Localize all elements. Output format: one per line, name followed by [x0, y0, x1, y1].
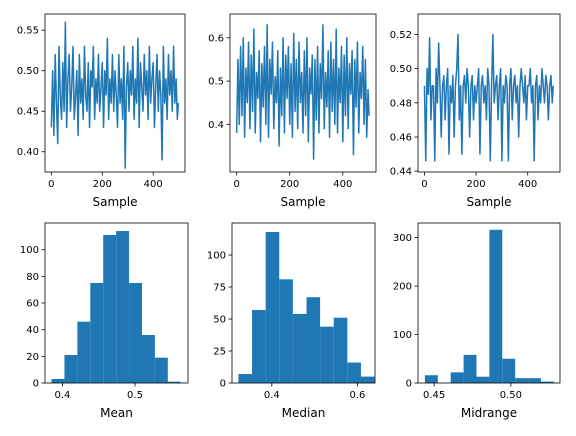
hist-median-ytick-label: 25: [213, 347, 226, 358]
hist-midrange-bar: [502, 358, 516, 383]
trace-midrange-ytick-label: 0.52: [390, 30, 412, 41]
trace-midrange-xtick-label: 400: [518, 179, 537, 190]
hist-median-bar: [265, 231, 280, 383]
hist-mean-bar: [103, 235, 117, 383]
hist-midrange-xlabel: Midrange: [461, 406, 517, 420]
trace-mean-axes-frame: [44, 13, 186, 173]
hist-median-ytick-label: 75: [213, 283, 226, 294]
hist-median-bar: [320, 326, 334, 383]
hist-median-xtick-label: 0.4: [264, 390, 280, 401]
hist-midrange-bar: [540, 381, 554, 383]
trace-midrange-xtick-label: 0: [421, 179, 427, 190]
trace-median-series-line: [235, 24, 370, 160]
hist-median-bar: [252, 310, 266, 383]
trace-mean-ytick-label: 0.45: [17, 107, 39, 118]
hist-midrange-ytick-label: 300: [393, 233, 412, 244]
hist-median-bar: [279, 279, 293, 383]
hist-median-bar: [292, 313, 307, 383]
hist-median-bar: [306, 297, 321, 383]
trace-median-xlabel: Sample: [281, 195, 326, 209]
hist-median-bar: [238, 374, 253, 383]
hist-mean-ytick-label: 20: [26, 352, 39, 363]
hist-mean-panel: 0.4 0.5 0 20 40 60 80 100 Mean: [20, 222, 189, 420]
trace-median-xtick-label: 400: [333, 179, 352, 190]
hist-mean-bar: [116, 231, 130, 383]
hist-median-xtick-label: 0.6: [349, 390, 365, 401]
trace-median-axes-frame: [229, 13, 377, 173]
hist-median-ytick-label: 0: [220, 379, 226, 390]
hist-midrange-bar: [424, 375, 438, 383]
trace-midrange-axes-frame: [417, 13, 561, 173]
hist-midrange-bar: [463, 354, 477, 383]
trace-median-ytick-label: 0.6: [208, 33, 224, 44]
hist-midrange-bar: [450, 372, 464, 383]
hist-mean-bar: [77, 321, 91, 383]
hist-mean-bar: [64, 355, 78, 383]
hist-midrange-ytick-label: 100: [393, 330, 412, 341]
trace-median-ytick-label: 0.5: [208, 77, 224, 88]
hist-midrange-xtick-label: 0.50: [500, 390, 522, 401]
hist-midrange-bar: [489, 229, 503, 383]
hist-mean-ytick-label: 100: [20, 245, 39, 256]
hist-midrange-ytick-label: 200: [393, 282, 412, 293]
hist-midrange-xtick-label: 0.45: [423, 390, 445, 401]
hist-median-ytick-label: 100: [207, 251, 226, 262]
trace-median-ytick-label: 0.4: [208, 120, 224, 131]
trace-mean-ytick-label: 0.55: [17, 26, 39, 37]
hist-midrange-panel: 0.45 0.50 0 100 200 300 Midrange: [393, 222, 561, 420]
trace-midrange-ytick-label: 0.50: [390, 64, 412, 75]
hist-mean-bar: [129, 283, 142, 383]
hist-mean-bar: [141, 335, 155, 383]
hist-median-panel: 0.4 0.6 0 25 50 75 100 Median: [207, 222, 376, 420]
hist-median-axes-frame: [231, 222, 376, 384]
trace-midrange-ytick-label: 0.46: [390, 132, 412, 143]
hist-median-bar: [333, 317, 348, 383]
trace-midrange-panel: 0 200 400 0.44 0.46 0.48 0.50 0.52 Sample: [390, 13, 561, 209]
hist-mean-ytick-label: 60: [26, 299, 39, 310]
hist-mean-xtick-label: 0.5: [127, 390, 143, 401]
hist-midrange-ytick-label: 0: [406, 379, 412, 390]
hist-median-xlabel: Median: [282, 406, 326, 420]
trace-midrange-ytick-label: 0.48: [390, 98, 412, 109]
trace-median-xtick-label: 0: [233, 179, 239, 190]
hist-mean-xlabel: Mean: [100, 406, 133, 420]
hist-mean-bar: [167, 381, 181, 383]
trace-mean-ytick-label: 0.40: [17, 147, 39, 158]
trace-median-panel: 0 200 400 0.4 0.5 0.6 Sample: [208, 13, 377, 209]
hist-midrange-bar: [528, 378, 541, 383]
trace-mean-ytick-label: 0.50: [17, 66, 39, 77]
hist-midrange-bar: [515, 378, 529, 383]
hist-mean-bar: [51, 379, 65, 383]
trace-midrange-series-line: [423, 33, 555, 162]
hist-mean-ytick-label: 0: [33, 379, 39, 390]
trace-midrange-xlabel: Sample: [467, 195, 512, 209]
trace-mean-xlabel: Sample: [93, 195, 138, 209]
trace-mean-xtick-label: 400: [144, 179, 163, 190]
hist-mean-xtick-label: 0.4: [54, 390, 70, 401]
hist-median-bar: [360, 376, 375, 383]
trace-midrange-ytick-label: 0.44: [390, 167, 412, 178]
trace-midrange-xtick-label: 200: [467, 179, 486, 190]
hist-median-ytick-label: 50: [213, 315, 226, 326]
hist-mean-bar: [154, 357, 168, 383]
trace-median-xtick-label: 200: [280, 179, 299, 190]
hist-median-bar: [347, 362, 361, 383]
hist-midrange-axes-frame: [417, 222, 561, 384]
hist-mean-bar: [90, 283, 104, 383]
trace-mean-xtick-label: 0: [48, 179, 54, 190]
hist-mean-ytick-label: 80: [26, 272, 39, 283]
trace-mean-series-line: [50, 21, 180, 169]
trace-mean-xtick-label: 200: [93, 179, 112, 190]
trace-mean-panel: 0 200 400 0.40 0.45 0.50 0.55 Sample: [17, 13, 186, 209]
hist-mean-ytick-label: 40: [26, 325, 39, 336]
hist-midrange-bar: [476, 376, 490, 383]
